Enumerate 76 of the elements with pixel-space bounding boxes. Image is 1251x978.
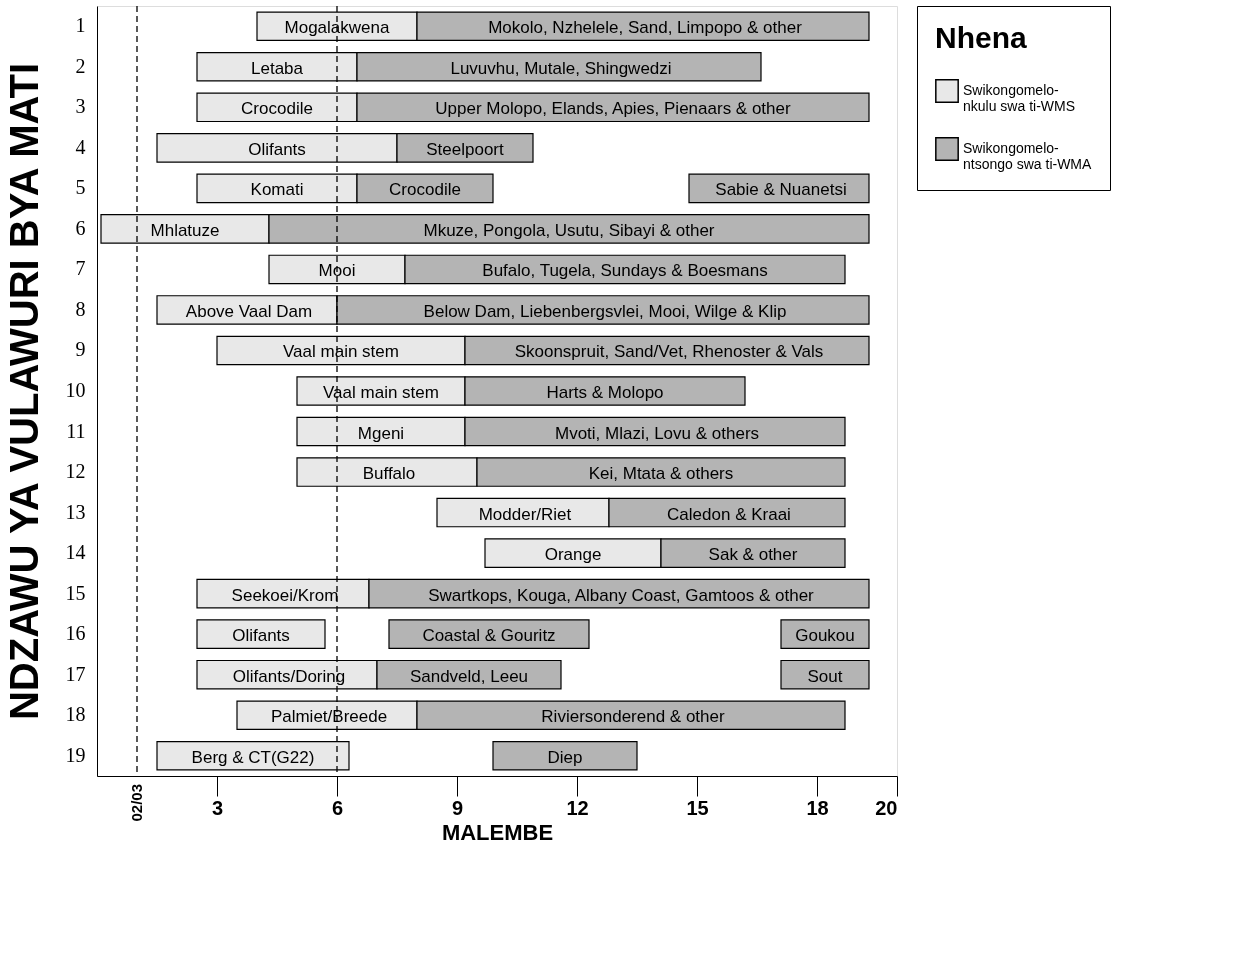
annotation: Mogalakwena xyxy=(284,18,390,38)
annotation: Mhlatuze xyxy=(150,220,220,240)
annotation: Vaal main stem xyxy=(323,383,439,402)
annotation: Letaba xyxy=(251,58,304,78)
annotation: Below Dam, Liebenbergsvlei, Mooi, Wilge & Klip xyxy=(423,301,787,321)
y-tick-label: 18 xyxy=(65,703,86,726)
annotation: Seekoei/Krom xyxy=(231,585,339,605)
annotation: Mooi xyxy=(318,261,356,281)
bar xyxy=(492,740,638,771)
legend-label: Swikongomelo-nkulu swa ti-WMS xyxy=(963,82,1076,114)
annotation: Crocodile xyxy=(389,180,461,200)
y-tick-label: 10 xyxy=(65,379,86,401)
annotation: Berg & CT(G22) xyxy=(191,747,315,767)
y-tick-label: 15 xyxy=(65,581,86,604)
annotation: Crocodile xyxy=(241,99,313,119)
annotation: Harts & Molopo xyxy=(546,383,664,402)
x-tick-label: 9 xyxy=(451,796,464,819)
annotation: Olifants xyxy=(248,139,306,159)
x-tick-label: 20 xyxy=(875,796,898,819)
annotation: Goukou xyxy=(795,626,855,646)
y-tick-label: 3 xyxy=(75,95,86,118)
y-tick-label: 12 xyxy=(65,460,86,483)
annotation: Diep xyxy=(547,747,583,767)
annotation: Mgeni xyxy=(357,423,405,443)
y-tick-label: 2 xyxy=(75,54,86,77)
x-tick-label: 12 xyxy=(566,796,589,819)
annotation: Bufalo, Tugela, Sundays & Boesmans xyxy=(482,261,768,281)
annotation: Orange xyxy=(544,545,602,565)
annotation: Sabie & Nuanetsi xyxy=(715,180,847,200)
annotation: Modder/Riet xyxy=(478,504,572,524)
annotation: Mkuze, Pongola, Usutu, Sibayi & other xyxy=(423,220,715,240)
annotation: Steelpoort xyxy=(426,139,505,159)
legend-label: Swikongomelo-ntsongo swa ti-WMA xyxy=(963,140,1093,172)
y-tick-label: 8 xyxy=(75,297,86,320)
annotation: Vaal main stem xyxy=(283,342,399,362)
annotation: Sak & other xyxy=(708,545,798,565)
annotation: Palmiet/Breede xyxy=(270,707,388,727)
bar xyxy=(196,619,326,649)
y-tick-label: 19 xyxy=(65,743,86,766)
x-tick-label: 3 xyxy=(211,796,224,819)
annotation: Caledon & Kraai xyxy=(667,504,791,524)
annotation: Sout xyxy=(807,666,843,686)
annotation: Coastal & Gouritz xyxy=(422,626,556,646)
annotation: Mokolo, Nzhelele, Sand, Limpopo & other xyxy=(488,18,803,38)
annotation: Skoonspruit, Sand/Vet, Rhenoster & Vals xyxy=(514,342,824,362)
annotation: Olifants xyxy=(232,626,290,646)
x-tick-label: 6 xyxy=(331,796,344,819)
y-tick-label: 13 xyxy=(65,500,86,523)
annotation: Kei, Mtata & others xyxy=(588,464,734,484)
x-tick-label: 15 xyxy=(686,796,709,819)
bar xyxy=(780,659,870,690)
annotation: Luvuvhu, Mutale, Shingwedzi xyxy=(450,58,672,78)
annotation: Upper Molopo, Elands, Apies, Pienaars & other xyxy=(435,99,791,119)
y-tick-label: 7 xyxy=(75,257,86,280)
y-axis-title: NDZAWU YA VULAWURI BYA MATI xyxy=(1,62,46,721)
annotation: Above Vaal Dam xyxy=(185,301,313,321)
y-tick-label: 14 xyxy=(65,541,86,564)
annotation: Mvoti, Mlazi, Lovu & others xyxy=(554,423,760,443)
text: 02/03 xyxy=(128,784,145,822)
y-tick-label: 4 xyxy=(75,135,86,158)
annotation: Buffalo xyxy=(362,464,416,484)
y-tick-label: 5 xyxy=(75,176,86,199)
y-tick-label: 6 xyxy=(75,216,86,239)
x-tick-label: 18 xyxy=(806,796,829,819)
y-tick-label: 1 xyxy=(75,14,86,37)
annotation: Komati xyxy=(250,180,304,200)
annotation: Olifants/Doring xyxy=(232,666,346,686)
y-tick-label: 17 xyxy=(65,662,86,685)
legend-title: Nhena xyxy=(935,21,1027,54)
annotation: Sandveld, Leeu xyxy=(409,666,529,686)
y-tick-label: 11 xyxy=(66,419,86,442)
y-tick-label: 16 xyxy=(65,622,86,645)
annotation: Riviersonderend & other xyxy=(541,707,725,727)
x-axis-title: MALEMBE xyxy=(441,819,554,845)
annotation: Swartkops, Kouga, Albany Coast, Gamtoos & other xyxy=(428,585,815,605)
y-tick-label: 9 xyxy=(75,338,86,361)
